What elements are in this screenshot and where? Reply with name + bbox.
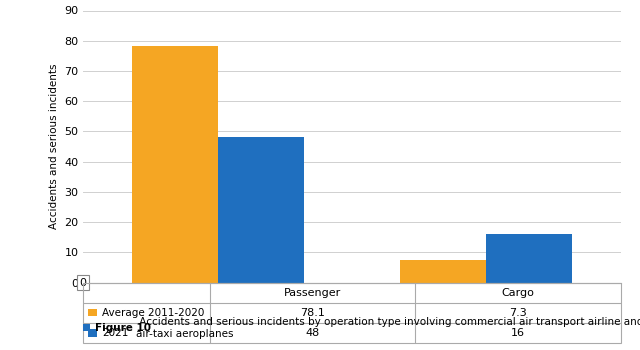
Bar bbox=[88, 329, 97, 337]
Text: 78.1: 78.1 bbox=[300, 308, 324, 318]
Text: Average 2011-2020: Average 2011-2020 bbox=[102, 308, 204, 318]
Bar bbox=[88, 309, 97, 316]
Bar bbox=[218, 138, 303, 282]
Bar bbox=[401, 260, 486, 282]
Text: Accidents and serious incidents by operation type involving commercial air trans: Accidents and serious incidents by opera… bbox=[136, 317, 640, 339]
Bar bbox=[132, 47, 218, 282]
Text: 7.3: 7.3 bbox=[509, 308, 527, 318]
Y-axis label: Accidents and serious incidents: Accidents and serious incidents bbox=[49, 64, 59, 229]
Text: Passenger: Passenger bbox=[284, 288, 341, 298]
Text: 2021: 2021 bbox=[102, 328, 129, 338]
Text: 16: 16 bbox=[511, 328, 525, 338]
Text: 0: 0 bbox=[80, 278, 86, 288]
Text: Figure 10: Figure 10 bbox=[95, 323, 151, 333]
Text: 48: 48 bbox=[305, 328, 319, 338]
Bar bbox=[486, 234, 572, 282]
Text: Cargo: Cargo bbox=[502, 288, 534, 298]
